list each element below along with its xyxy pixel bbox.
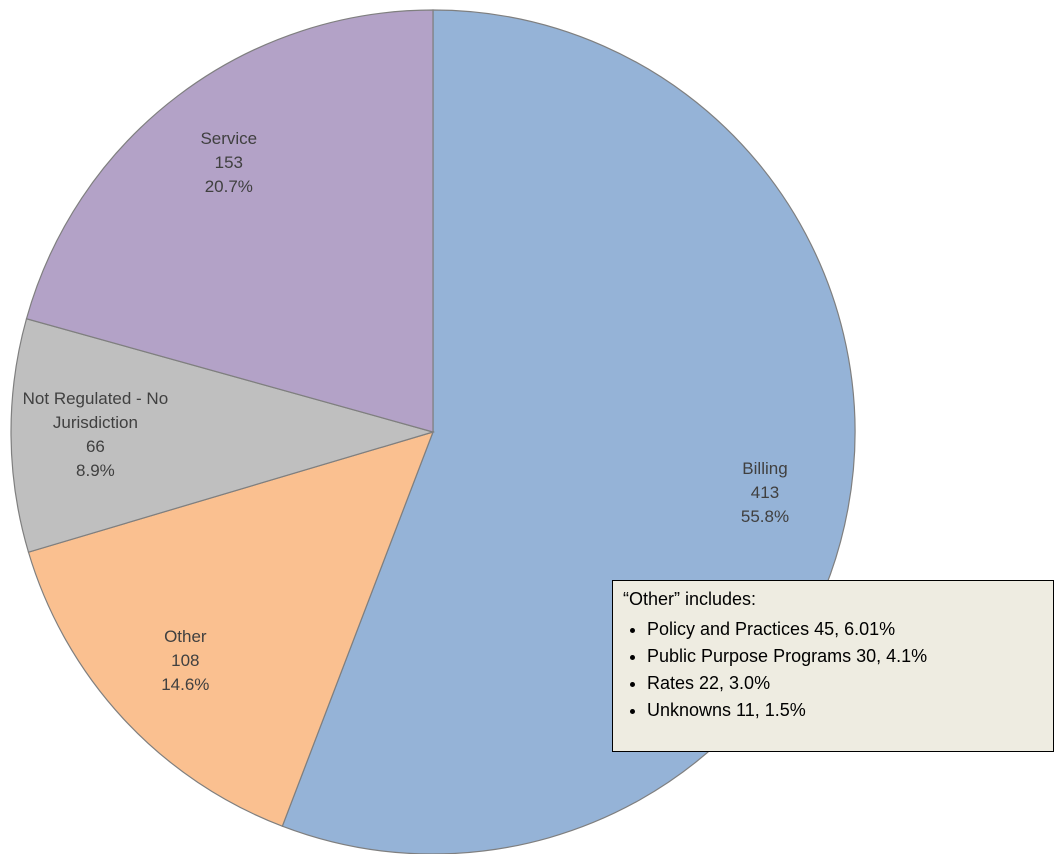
- category-label: Other: [164, 627, 207, 647]
- percent-label: 14.6%: [161, 675, 210, 695]
- value-label: 153: [214, 153, 243, 173]
- note-item: Rates 22, 3.0%: [647, 670, 1043, 697]
- category-label: Not Regulated - No Jurisdiction: [22, 388, 169, 432]
- note-item: Unknowns 11, 1.5%: [647, 697, 1043, 724]
- slice-label: Other 108 14.6%: [100, 625, 270, 697]
- slice-label: Service 153 20.7%: [144, 127, 314, 199]
- slice-label: Billing 413 55.8%: [680, 457, 850, 529]
- category-label: Billing: [742, 459, 788, 479]
- percent-label: 8.9%: [76, 460, 115, 480]
- note-list: Policy and Practices 45, 6.01%Public Pur…: [623, 616, 1043, 724]
- pie-slice: [10, 318, 436, 553]
- pie-slice: [25, 9, 434, 433]
- pie-slice: [27, 431, 434, 827]
- slice-label: Not Regulated - No Jurisdiction 66 8.9%: [10, 387, 180, 483]
- category-label: Service: [200, 129, 258, 149]
- note-title: “Other” includes:: [623, 589, 757, 609]
- value-label: 66: [85, 436, 105, 456]
- note-item: Public Purpose Programs 30, 4.1%: [647, 643, 1043, 670]
- note-item: Policy and Practices 45, 6.01%: [647, 616, 1043, 643]
- note-box: “Other” includes: Policy and Practices 4…: [612, 580, 1054, 752]
- percent-label: 55.8%: [740, 507, 790, 527]
- value-label: 413: [750, 483, 780, 503]
- percent-label: 20.7%: [204, 177, 253, 197]
- value-label: 108: [171, 651, 200, 671]
